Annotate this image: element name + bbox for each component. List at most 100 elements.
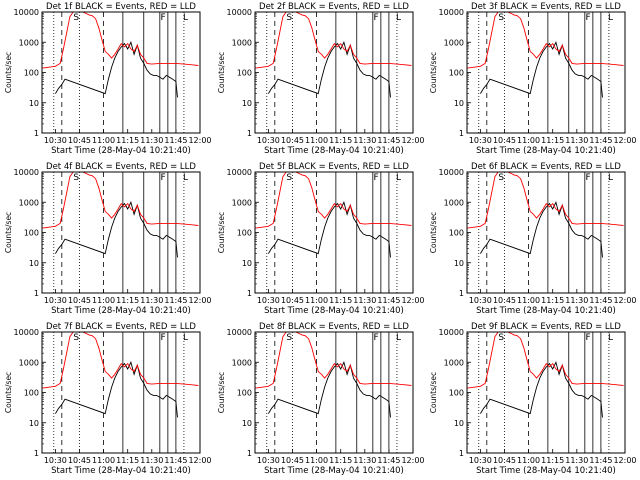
vertical-markers [266, 332, 398, 453]
y-tick-label: 100 [237, 69, 252, 78]
y-tick-label: 1 [247, 129, 252, 138]
flag-extra-label: L [608, 333, 613, 343]
x-tick-label: 11:45 [377, 136, 400, 145]
plot-frame [254, 11, 414, 134]
y-tick-label: 100 [24, 229, 39, 238]
flag-right-label: F [585, 13, 590, 23]
vertical-markers [478, 12, 610, 133]
y-tick-label: 10000 [14, 328, 39, 337]
y-tick-label: 100 [237, 389, 252, 398]
y-tick-label: 10000 [227, 168, 252, 177]
x-tick-label: 11:00 [517, 136, 540, 145]
plot-frame [41, 331, 201, 454]
x-tick-label: 11:30 [353, 136, 376, 145]
x-tick-label: 10:30 [257, 296, 280, 305]
y-tick-label: 1000 [19, 358, 39, 367]
x-tick-label: 11:00 [92, 296, 115, 305]
flag-extra-label: L [396, 13, 401, 23]
panel-title: Det 8f BLACK = Events, RED = LLD [259, 322, 409, 332]
x-tick-label: 10:45 [68, 296, 91, 305]
x-tick-label: 10:45 [493, 456, 516, 465]
events-series-line [480, 361, 603, 418]
flag-right-label: F [373, 13, 378, 23]
events-series-line [480, 201, 603, 258]
y-tick-label: 1 [34, 289, 39, 298]
y-tick-label: 1 [459, 129, 464, 138]
x-tick-label: 11:45 [589, 136, 612, 145]
plot-frame [466, 171, 626, 294]
lld-series-line [255, 12, 412, 69]
x-axis-label: Start Time (28-May-04 10:21:40) [264, 466, 404, 476]
x-axis-label: Start Time (28-May-04 10:21:40) [264, 146, 404, 156]
vertical-markers [53, 12, 185, 133]
y-tick-label: 1 [247, 449, 252, 458]
y-tick-label: 1 [34, 449, 39, 458]
lld-series-line [467, 12, 624, 69]
vertical-markers [53, 332, 185, 453]
y-axis-label: Counts/sec [217, 212, 226, 253]
x-tick-label: 11:45 [377, 456, 400, 465]
flag-extra-label: L [608, 13, 613, 23]
y-tick-label: 100 [24, 389, 39, 398]
y-tick-label: 1 [459, 289, 464, 298]
y-tick-label: 1000 [444, 198, 464, 207]
y-tick-label: 100 [449, 69, 464, 78]
panel-title: Det 2f BLACK = Events, RED = LLD [259, 2, 409, 12]
x-axis-label: Start Time (28-May-04 10:21:40) [264, 306, 404, 316]
x-tick-label: 11:30 [565, 456, 588, 465]
flag-left-label: S [286, 13, 292, 23]
x-tick-label: 12:00 [613, 136, 636, 145]
x-tick-label: 12:00 [613, 456, 636, 465]
lld-series-line [255, 332, 412, 389]
x-axis-label: Start Time (28-May-04 10:21:40) [476, 146, 616, 156]
vertical-markers [266, 172, 398, 293]
x-axis-label: Start Time (28-May-04 10:21:40) [51, 306, 191, 316]
x-tick-label: 10:30 [257, 136, 280, 145]
y-axis-label: Counts/sec [4, 52, 13, 93]
flag-left-label: S [286, 173, 292, 183]
y-tick-label: 100 [449, 229, 464, 238]
y-tick-label: 1 [34, 129, 39, 138]
panel-title: Det 6f BLACK = Events, RED = LLD [471, 162, 621, 172]
y-tick-label: 1000 [444, 358, 464, 367]
vertical-markers [266, 12, 398, 133]
flag-extra-label: L [396, 333, 401, 343]
y-axis-label: Counts/sec [4, 372, 13, 413]
x-axis-label: Start Time (28-May-04 10:21:40) [476, 466, 616, 476]
flag-right-label: F [585, 333, 590, 343]
x-tick-label: 10:45 [68, 136, 91, 145]
x-tick-label: 10:30 [469, 296, 492, 305]
x-tick-label: 10:30 [257, 456, 280, 465]
flag-extra-label: L [183, 173, 188, 183]
y-tick-label: 1 [459, 449, 464, 458]
x-tick-label: 11:00 [92, 456, 115, 465]
x-tick-label: 12:00 [613, 296, 636, 305]
y-axis-label: Counts/sec [4, 212, 13, 253]
y-tick-label: 10000 [439, 8, 464, 17]
x-tick-label: 11:30 [140, 296, 163, 305]
x-tick-label: 10:45 [493, 296, 516, 305]
plot-frame [254, 171, 414, 294]
x-axis-label: Start Time (28-May-04 10:21:40) [51, 466, 191, 476]
y-tick-label: 1 [247, 289, 252, 298]
x-tick-label: 11:45 [589, 456, 612, 465]
x-tick-label: 11:30 [353, 456, 376, 465]
x-tick-label: 10:30 [44, 296, 67, 305]
x-axis-label: Start Time (28-May-04 10:21:40) [476, 306, 616, 316]
x-tick-label: 12:00 [188, 136, 211, 145]
y-axis-label: Counts/sec [217, 52, 226, 93]
vertical-markers [478, 172, 610, 293]
x-tick-label: 10:45 [68, 456, 91, 465]
lld-series-line [255, 172, 412, 229]
x-tick-label: 12:00 [188, 456, 211, 465]
events-series-line [268, 41, 391, 98]
x-tick-label: 11:00 [305, 136, 328, 145]
y-tick-label: 10000 [14, 168, 39, 177]
x-tick-label: 11:00 [305, 296, 328, 305]
